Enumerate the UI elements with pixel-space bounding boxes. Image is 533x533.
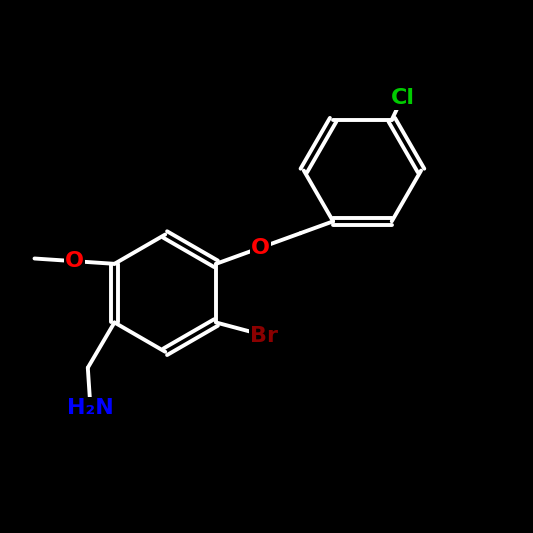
Text: O: O	[251, 238, 270, 257]
Text: O: O	[65, 251, 84, 271]
Text: Br: Br	[250, 326, 278, 346]
Text: H₂N: H₂N	[67, 398, 114, 418]
Text: Cl: Cl	[390, 88, 415, 108]
